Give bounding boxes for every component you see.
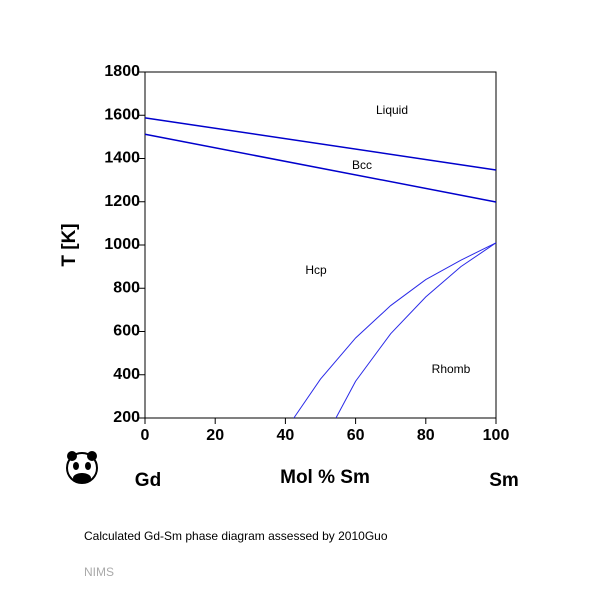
x-tick-label: 40	[277, 427, 295, 444]
phase-label: Hcp	[305, 263, 327, 277]
logo	[66, 451, 98, 484]
right-element: Sm	[489, 470, 519, 491]
phase-boundary	[335, 242, 497, 419]
x-axis-label: Mol % Sm	[280, 467, 370, 488]
source: NIMS	[84, 565, 114, 579]
y-tick-label: 600	[113, 323, 140, 340]
x-tick-label: 60	[347, 427, 365, 444]
phase-boundary	[144, 117, 497, 171]
left-element: Gd	[135, 470, 161, 491]
phase-boundary	[293, 242, 497, 419]
x-tick-label: 80	[417, 427, 435, 444]
x-tick-label: 0	[141, 427, 150, 444]
y-tick-label: 1600	[104, 106, 140, 123]
y-tick-label: 1200	[104, 193, 140, 210]
phase-label: Bcc	[352, 158, 372, 172]
caption: Calculated Gd-Sm phase diagram assessed …	[84, 529, 388, 543]
phase-boundary	[144, 133, 497, 203]
y-tick-label: 800	[113, 279, 140, 296]
y-tick-label: 1400	[104, 150, 140, 167]
y-tick-label: 1800	[104, 63, 140, 80]
x-tick-label: 100	[483, 427, 510, 444]
y-tick-label: 400	[113, 366, 140, 383]
y-tick-label: 1000	[104, 236, 140, 253]
x-tick-label: 20	[206, 427, 224, 444]
phase-label: Liquid	[376, 103, 408, 117]
y-tick-label: 200	[113, 409, 140, 426]
y-axis-label: T [K]	[59, 223, 80, 266]
phase-label: Rhomb	[432, 362, 471, 376]
